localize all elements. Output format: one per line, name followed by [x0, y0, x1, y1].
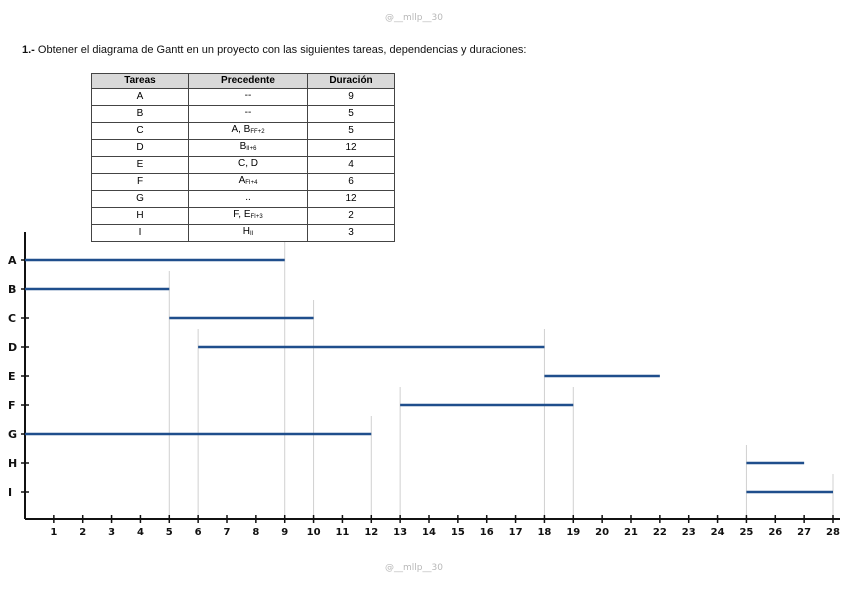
x-tick-label: 23 — [682, 527, 696, 538]
x-tick-label: 12 — [364, 527, 378, 538]
task-label: G — [8, 428, 17, 441]
x-tick-label: 11 — [335, 527, 349, 538]
watermark-bottom: @__mllp__30 — [385, 563, 443, 573]
task-label: I — [8, 486, 12, 499]
task-label: C — [8, 312, 16, 325]
x-tick-label: 21 — [624, 527, 638, 538]
task-label: E — [8, 370, 16, 383]
table-row: H F, EFI+3 2 — [91, 207, 395, 225]
task-label: F — [8, 399, 16, 412]
x-tick-label: 24 — [711, 527, 725, 538]
x-tick-label: 5 — [166, 527, 173, 538]
x-tick-label: 26 — [768, 527, 782, 538]
x-tick-label: 20 — [595, 527, 609, 538]
x-tick-label: 4 — [137, 527, 144, 538]
x-tick-label: 19 — [566, 527, 580, 538]
watermark-top: @__mllp__30 — [385, 13, 443, 23]
x-tick-label: 25 — [739, 527, 753, 538]
table-row: B -- 5 — [91, 105, 395, 123]
x-tick-label: 14 — [422, 527, 436, 538]
table-row: C A, BFF+2 5 — [91, 122, 395, 140]
x-tick-label: 8 — [252, 527, 259, 538]
x-tick-label: 10 — [307, 527, 321, 538]
x-tick-label: 17 — [509, 527, 523, 538]
x-tick-label: 28 — [826, 527, 840, 538]
x-tick-label: 9 — [281, 527, 288, 538]
tasks-table: Tareas Precedente Duración A -- 9 B -- 5 C A, B… — [91, 73, 395, 242]
x-tick-label: 7 — [224, 527, 231, 538]
x-tick-label: 3 — [108, 527, 115, 538]
task-label: H — [8, 457, 17, 470]
task-label: B — [8, 283, 16, 296]
x-tick-label: 22 — [653, 527, 667, 538]
x-tick-label: 27 — [797, 527, 811, 538]
table-row: D BII+6 12 — [91, 139, 395, 157]
x-tick-label: 15 — [451, 527, 465, 538]
precedent-cell: HII — [188, 224, 308, 242]
task-label: D — [8, 341, 17, 354]
task-label: A — [8, 254, 17, 267]
x-tick-label: 6 — [195, 527, 202, 538]
exercise-title: 1.- Obtener el diagrama de Gantt en un p… — [22, 44, 527, 56]
x-tick-label: 2 — [79, 527, 86, 538]
duration-cell: 3 — [307, 224, 395, 242]
x-tick-label: 18 — [537, 527, 551, 538]
x-tick-label: 16 — [480, 527, 494, 538]
table-row: I HII 3 — [91, 224, 395, 242]
x-tick-label: 1 — [50, 527, 57, 538]
x-tick-label: 13 — [393, 527, 407, 538]
